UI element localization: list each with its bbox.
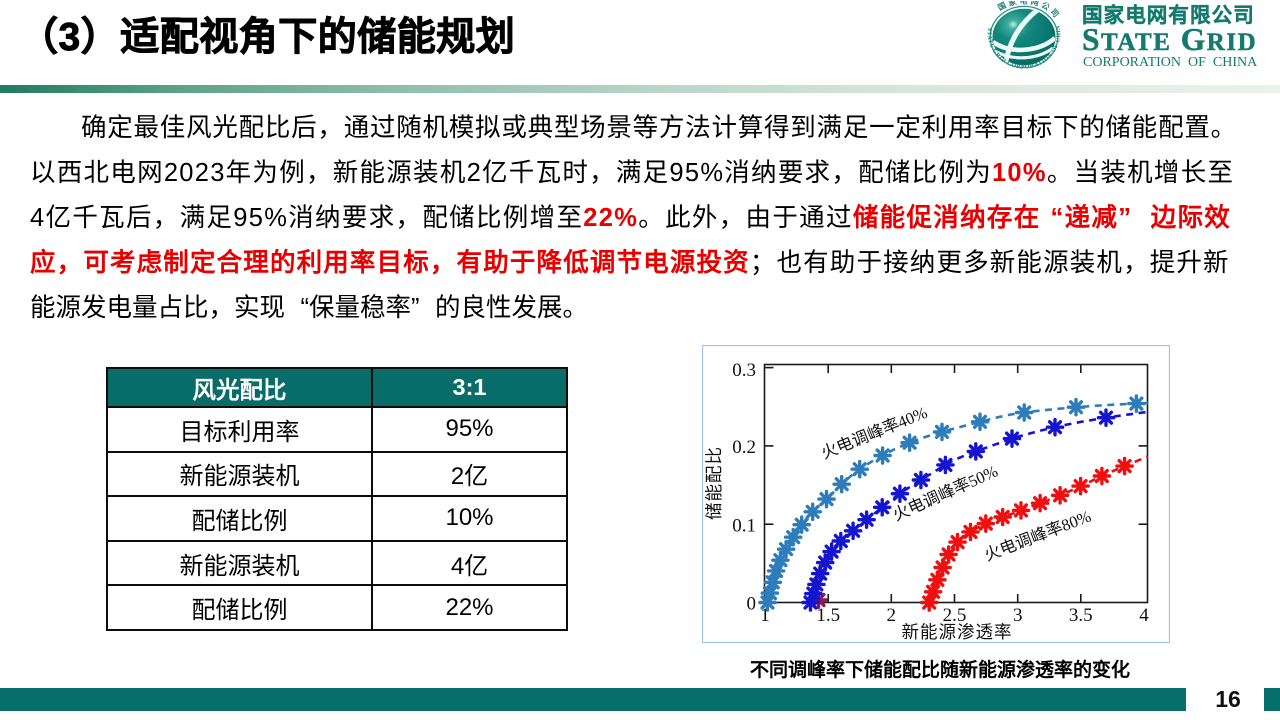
svg-text:2.5: 2.5	[943, 605, 967, 626]
svg-text:新能源渗透率: 新能源渗透率	[902, 622, 1013, 642]
svg-text:3.5: 3.5	[1069, 605, 1093, 626]
svg-text:0.3: 0.3	[732, 360, 756, 381]
svg-text:储能配比: 储能配比	[704, 446, 724, 520]
svg-text:0: 0	[747, 594, 757, 615]
svg-text:1: 1	[760, 605, 770, 626]
svg-text:1.5: 1.5	[816, 605, 840, 626]
svg-text:0.1: 0.1	[732, 516, 756, 537]
svg-text:4: 4	[1139, 605, 1149, 626]
svg-text:2: 2	[887, 605, 897, 626]
svg-text:0.2: 0.2	[732, 437, 756, 458]
svg-text:3: 3	[1013, 605, 1023, 626]
